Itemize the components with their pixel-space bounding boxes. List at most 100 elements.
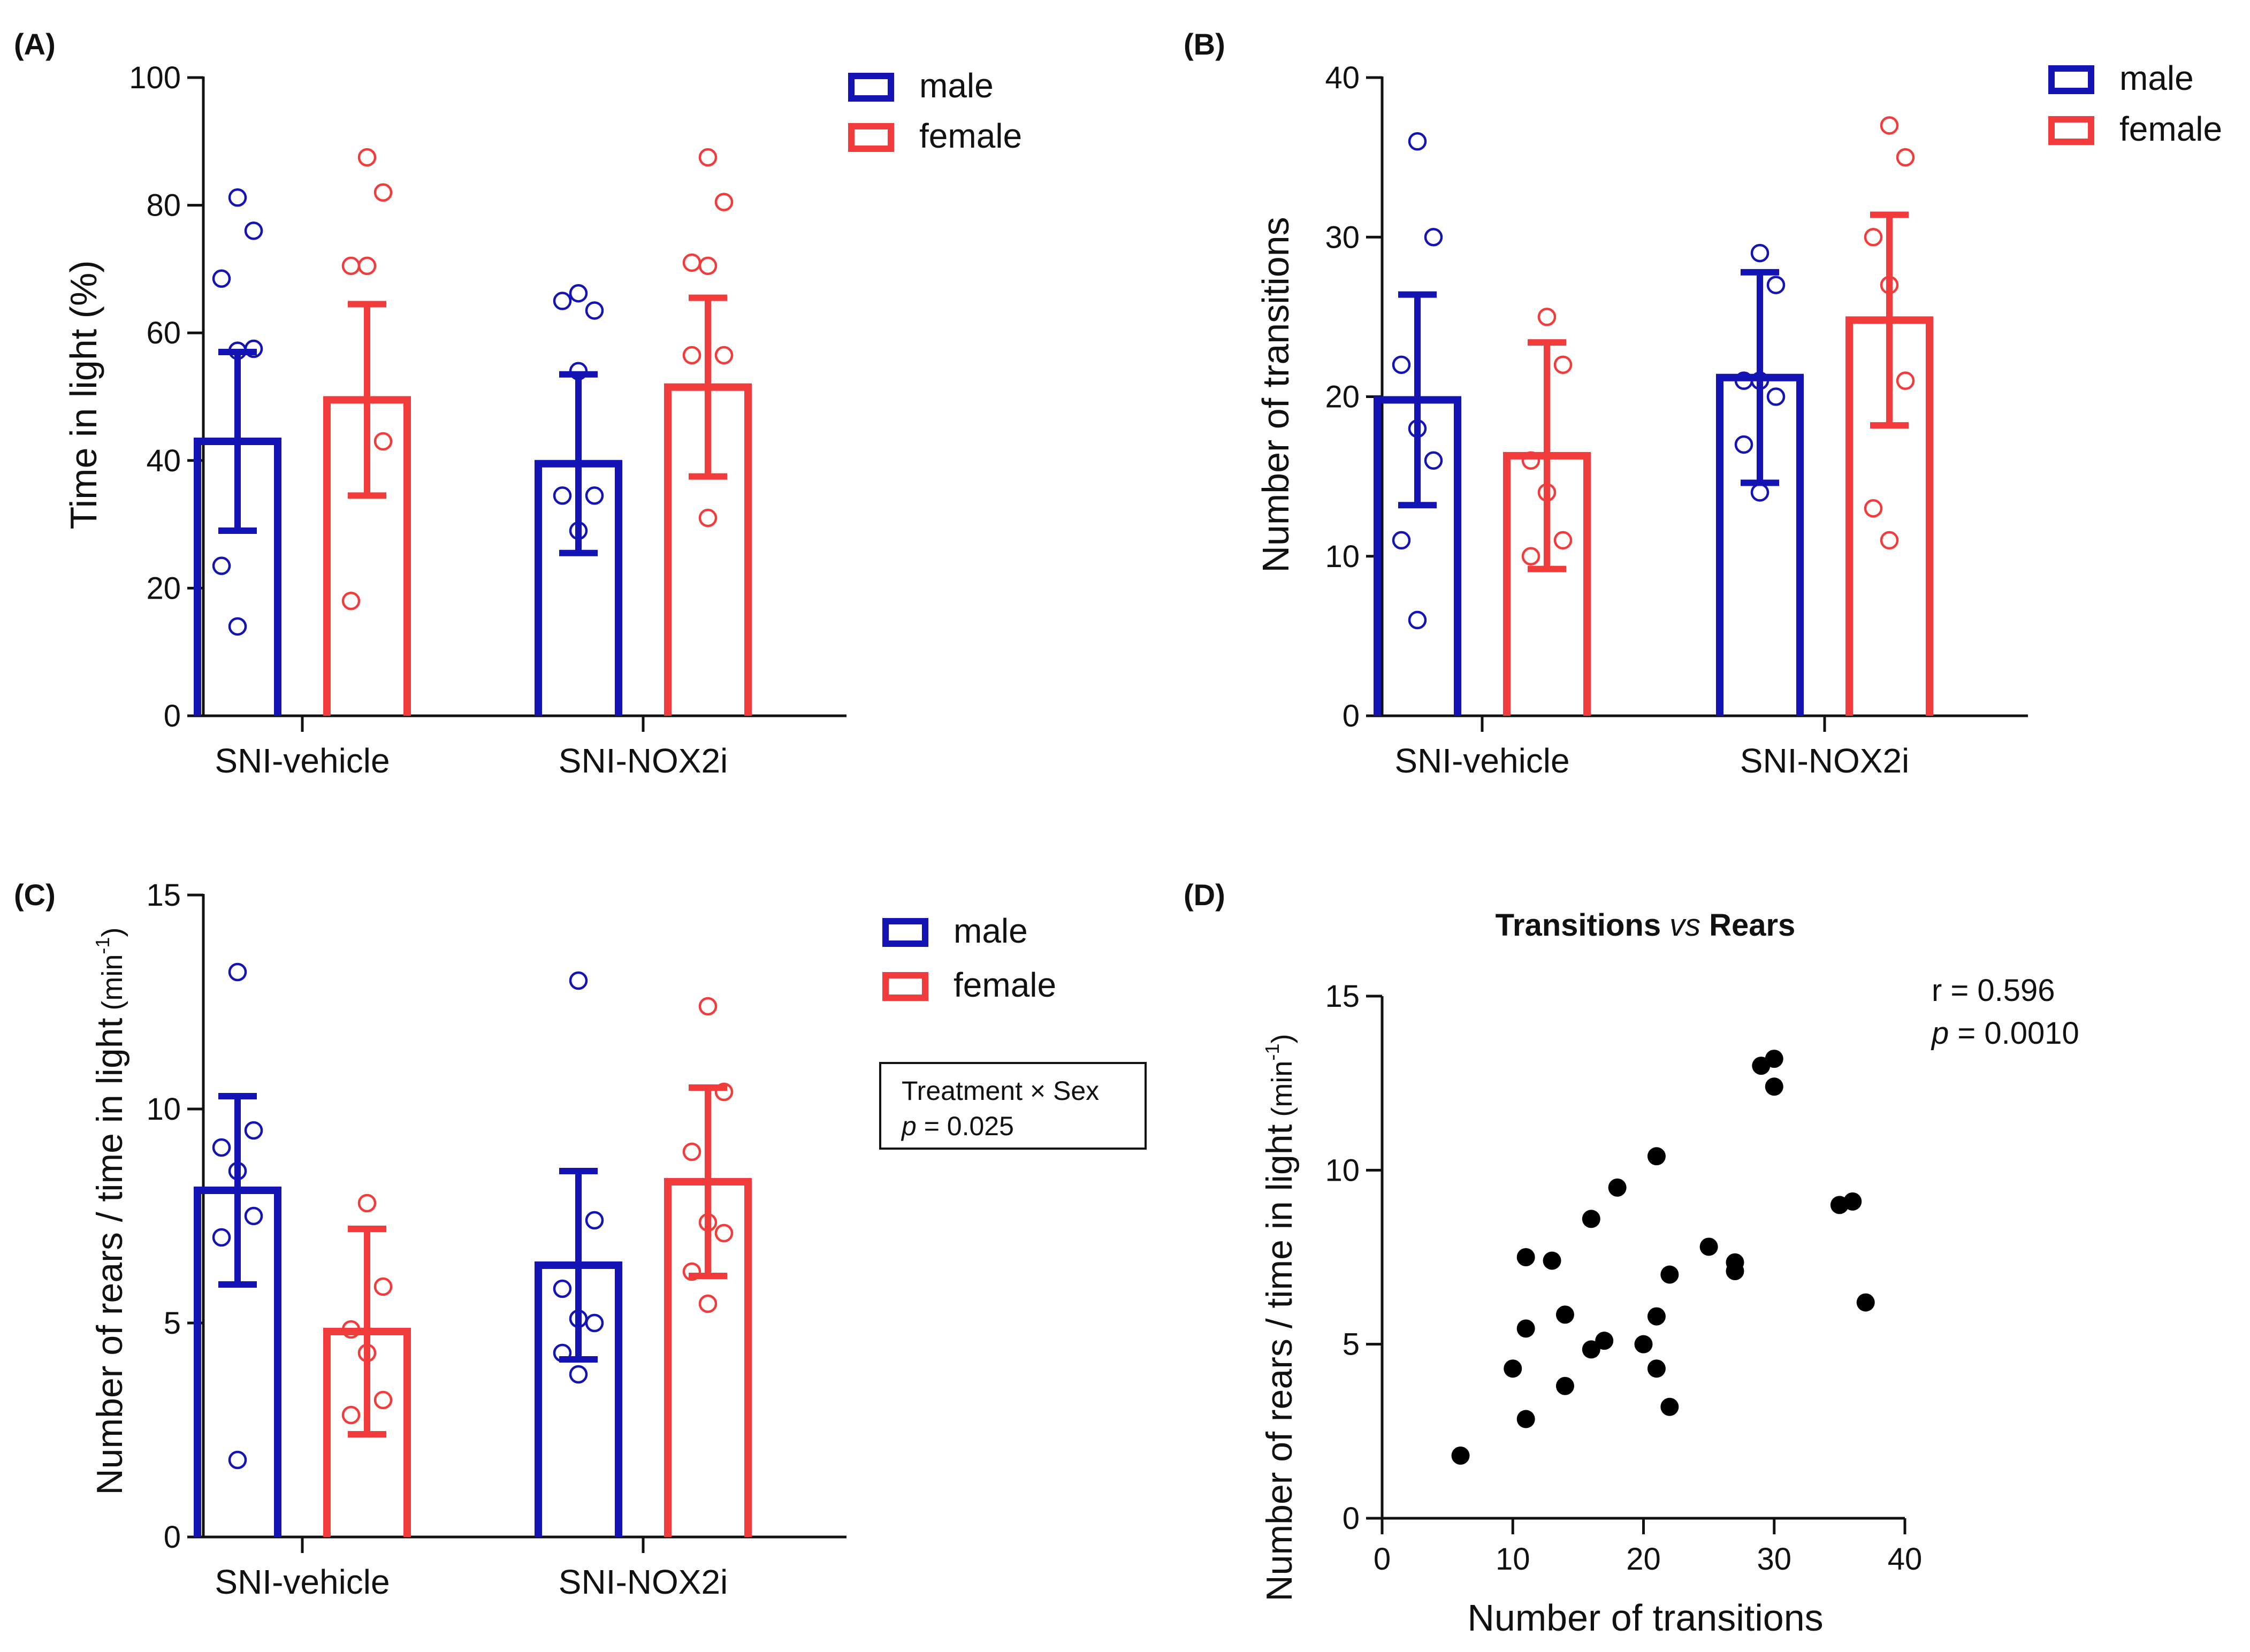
panel-a-y-tick-label: 20 (146, 571, 181, 606)
panel-b-data-point-male (1424, 451, 1443, 470)
panel-b-data-point-female (1896, 371, 1915, 390)
panel-a-data-point-female (682, 253, 701, 272)
panel-d-data-point (1504, 1359, 1522, 1378)
panel-c-y-tick-label: 0 (164, 1520, 181, 1555)
panel-d-x-tick-label: 20 (1626, 1542, 1661, 1577)
panel-d-data-point (1543, 1251, 1561, 1270)
panel-c-y-tick-label: 10 (146, 1092, 181, 1127)
panel-a-data-point-female (357, 256, 377, 276)
annotation-p-value: = 0.025 (917, 1111, 1014, 1141)
panel-c-data-point-male (585, 1211, 604, 1230)
panel-c-data-point-female (698, 997, 718, 1016)
panel-c-data-point-female (714, 1082, 734, 1102)
panel-d-p-number: = 0.0010 (1949, 1016, 2079, 1051)
legend-male-label: male (919, 66, 994, 105)
panel-d-title: Transitions vs Rears (1496, 908, 1796, 943)
panel-d-x-tick-label: 30 (1757, 1542, 1791, 1577)
panel-b-data-point-female (1880, 531, 1899, 550)
panel-b-data-point-female (1537, 483, 1557, 502)
panel-d-title-c: Rears (1709, 908, 1795, 943)
panel-b-data-point-female (1864, 499, 1883, 518)
panel-a-x-tick-label: SNI-NOX2i (559, 741, 728, 780)
panel-d-y-axis-label-unit: (min (1266, 1061, 1298, 1117)
panel-d-r-value: r = 0.596 (1932, 973, 2055, 1008)
panel-a-data-point-male (585, 301, 604, 320)
legend-female-label: female (2119, 110, 2222, 148)
panel-c-data-point-female (357, 1343, 377, 1363)
panel-a-data-point-male (569, 521, 588, 540)
legend-female-label: female (954, 966, 1056, 1004)
panel-d-data-point (1582, 1340, 1600, 1359)
panel-d-y-axis-label-sup: -1 (1261, 1044, 1283, 1061)
panel-a-y-tick-label: 0 (164, 699, 181, 733)
panel-a-data-point-female (341, 256, 361, 276)
panel-d-x-tick-label: 0 (1374, 1542, 1391, 1577)
panel-c-data-point-male (228, 962, 247, 982)
panel-a-data-point-female (698, 256, 718, 276)
panel-c-y-axis-label: Number of rears / time in light (min-1) (89, 928, 130, 1495)
panel-c-x-tick-label: SNI-NOX2i (559, 1563, 728, 1601)
panel-d-y-axis-label-close: ) (1266, 1034, 1298, 1044)
panel-c-y-tick-label: 5 (164, 1306, 181, 1341)
panel-b-data-point-male (1408, 419, 1427, 438)
panel-c-y-axis-label-close: ) (96, 928, 128, 937)
panel-a-data-point-female (698, 508, 718, 527)
panel-b-data-point-female (1521, 547, 1540, 565)
panel-a-data-point-male (569, 284, 588, 303)
panel-c-y-axis-label-unit: (min (96, 954, 128, 1011)
panel-a-data-point-male (228, 188, 247, 207)
panel-a-y-tick-label: 40 (146, 443, 181, 478)
panel-a-data-point-male (553, 486, 572, 505)
annotation-p-label: p (901, 1111, 917, 1141)
panel-c-data-point-male (569, 971, 588, 990)
panel-b-data-point-female (1880, 276, 1899, 294)
panel-d-points (1451, 1050, 1875, 1465)
panel-b-data-point-male (1392, 355, 1411, 374)
panel-c-data-point-male (553, 1279, 572, 1298)
panel-c-y-tick-label: 15 (146, 878, 181, 913)
panel-d-data-point (1660, 1265, 1679, 1284)
panel-b-bars (1374, 211, 1933, 716)
panel-d-data-point (1726, 1262, 1744, 1281)
panel-a-points (212, 148, 734, 636)
panel-b-y-tick-label: 40 (1325, 60, 1360, 95)
panel-a-data-point-male (212, 556, 231, 575)
panel-d-x-tick-labels: 0 10 20 30 40 (1374, 1542, 1922, 1577)
panel-b-data-point-male (1750, 371, 1770, 390)
panel-a-legend: male female (848, 66, 1022, 155)
annotation-line-2: p = 0.025 (901, 1111, 1014, 1141)
panel-b-data-point-male (1766, 276, 1786, 294)
panel-d-axes (1366, 995, 1906, 1534)
panel-b-data-point-female (1521, 451, 1540, 470)
panel-a-x-tick-label: SNI-vehicle (215, 741, 390, 780)
panel-b-data-point-male (1734, 435, 1753, 454)
panel-a-data-point-male (553, 292, 572, 310)
panel-c-data-point-female (698, 1213, 718, 1232)
panel-a-x-tick-labels: SNI-vehicle SNI-NOX2i (215, 741, 728, 780)
panel-c-data-point-male (228, 1161, 247, 1181)
panel-b-data-point-female (1864, 228, 1883, 247)
panel-b-data-point-female (1553, 531, 1573, 550)
panel-b-data-point-male (1750, 483, 1770, 502)
panel-d-p-value: p = 0.0010 (1931, 1016, 2079, 1051)
panel-a-data-point-male (244, 339, 263, 358)
legend-male-swatch (882, 918, 928, 947)
panel-b-x-tick-label: SNI-NOX2i (1740, 741, 1910, 780)
panel-a-data-point-female (341, 592, 361, 610)
panel-c-y-tick-labels: 0 5 10 15 (146, 878, 181, 1555)
panel-d-data-point (1516, 1319, 1535, 1338)
panel-b-data-point-female (1553, 355, 1573, 374)
panel-b-y-axis-label: Number of transitions (1255, 217, 1296, 572)
panel-b-legend: male female (2048, 59, 2222, 148)
panel-b-y-tick-label: 30 (1325, 220, 1360, 255)
annotation-line-1: Treatment × Sex (902, 1076, 1099, 1106)
panel-c-data-point-female (357, 1194, 377, 1213)
panel-d-data-point (1699, 1237, 1718, 1256)
panel-c: (C) 0 5 10 15 SNI-vehicle SNI-NOX2i Number o… (14, 878, 1147, 1601)
panel-d-data-point (1647, 1147, 1666, 1166)
panel-b-y-tick-label: 0 (1343, 699, 1360, 733)
panel-d-p-label: p (1931, 1016, 1949, 1051)
panel-label-c: (C) (14, 878, 56, 912)
panel-c-bars (194, 1084, 752, 1537)
panel-a-bars (194, 294, 752, 716)
